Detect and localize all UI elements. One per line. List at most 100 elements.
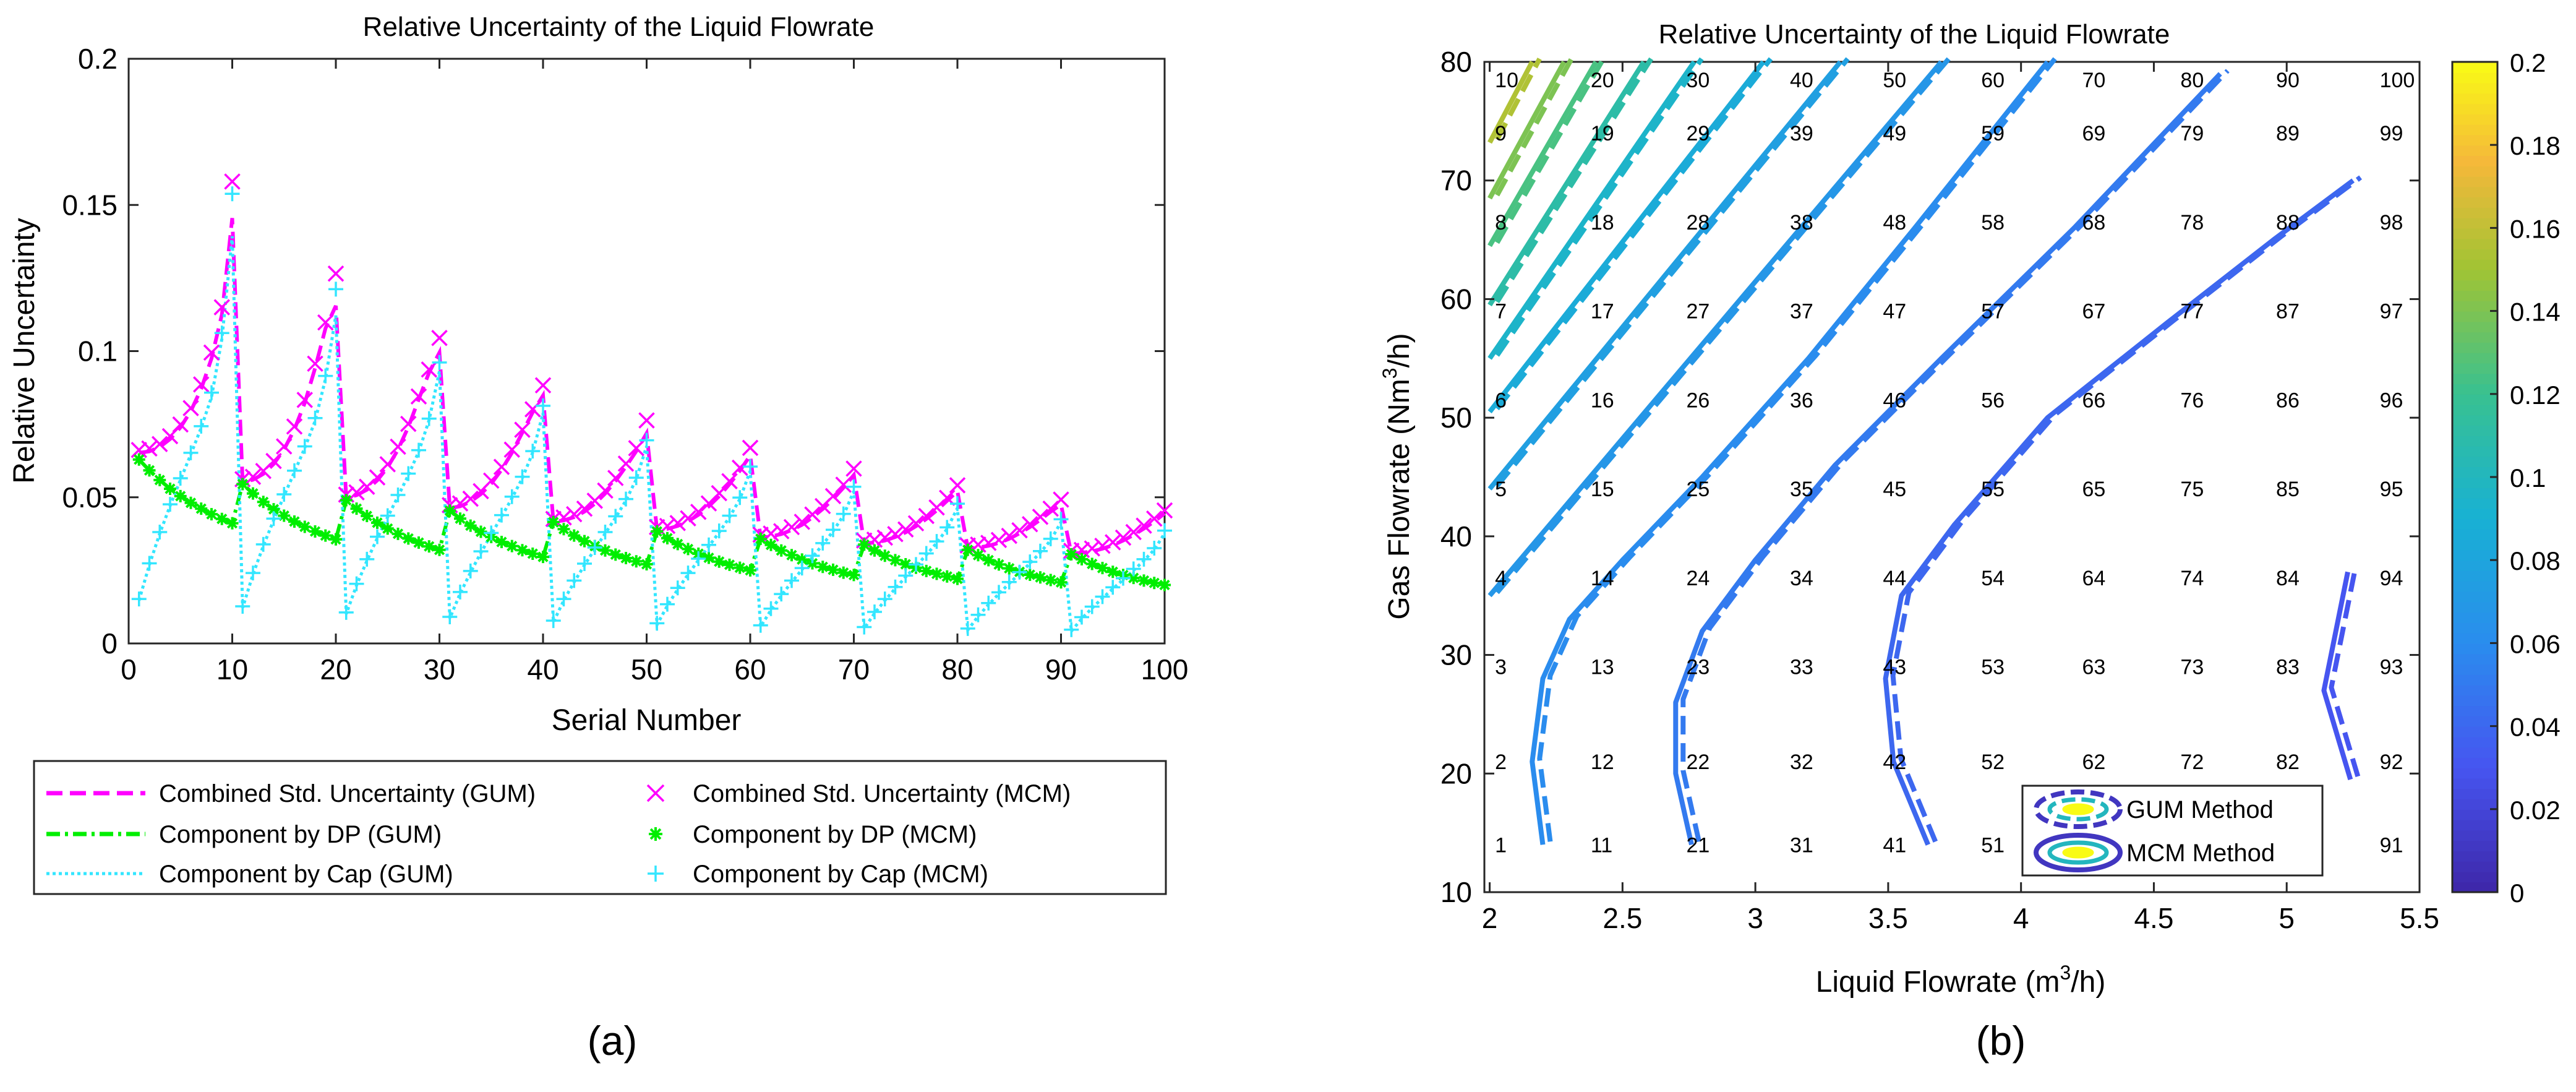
chart-a-point [898,568,914,583]
chart-a-point [1106,565,1119,578]
chart-b-legend-swatch-ring [2047,797,2109,822]
chart-a-point [897,521,914,538]
chart-a-point [1043,531,1058,546]
colorbar-segment [2452,508,2497,520]
chart-b-ytick-label: 70 [1440,165,1472,197]
chart-a-xtick-label: 80 [941,653,973,686]
chart-b-legend-swatch-core [2062,846,2094,859]
chart-a-point [163,497,178,512]
colorbar-segment [2452,684,2497,696]
colorbar-segment [2452,539,2497,551]
chart-a-point [473,544,489,559]
chart-a-point [442,609,458,624]
chart-a-point [950,496,965,512]
colorbar-segment [2452,850,2497,862]
chart-a-point [949,477,966,494]
chart-b-point-label: 51 [1981,833,2005,857]
chart-a-point [567,573,582,588]
chart-a-point [255,536,271,552]
chart-a-point [495,536,508,549]
chart-a-point [319,529,332,542]
chart-a-point [990,531,1008,548]
chart-b-contour-mcm [1673,72,2222,846]
chart-a-point [246,565,260,581]
chart-a-point [804,506,821,523]
colorbar-segment [2452,363,2497,374]
chart-a-point [297,439,312,454]
chart-a-point [182,400,199,416]
chart-a-point [742,439,759,457]
chart-b-contour-9 [1530,57,2057,845]
chart-a-point [939,520,955,535]
chart-a-point [826,522,841,538]
chart-b-point-label: 1 [1495,833,1507,857]
chart-a-point [1084,540,1100,557]
colorbar-segment [2452,674,2497,686]
colorbar-segment [2452,757,2497,768]
chart-a-point [970,607,986,622]
colorbar-segment [2452,332,2497,343]
chart-a-point [649,616,665,631]
chart-b-contour-mcm [1487,60,1697,360]
colorbar-segment [2452,622,2497,634]
colorbar-segment [2452,570,2497,582]
chart-b-point-label: 20 [1591,69,1614,92]
chart-a-point [1012,564,1027,580]
chart-b-contour-gum [1537,57,2057,842]
chart-b-point-label: 2 [1495,750,1507,774]
chart-a-point [671,538,684,551]
chart-a-point [701,537,716,552]
chart-a-point [348,484,365,501]
chart-a-point [661,531,674,544]
chart-b-contour-gum [1495,57,1606,244]
colorbar-tick-label: 0.08 [2510,546,2561,575]
chart-a-ytick-label: 0.2 [78,43,118,75]
chart-a-point [1127,572,1140,585]
chart-a-point [806,557,819,570]
chart-a-point [1147,540,1162,556]
colorbar-segment [2452,62,2497,73]
chart-b-point-label: 49 [1883,122,1906,145]
chart-b-xtick-label: 2 [1482,902,1498,934]
chart-a-point [991,585,1006,600]
chart-a-point [1032,509,1049,525]
chart-a-point [1095,589,1110,604]
chart-a-series-2 [137,458,1165,587]
chart-a-point [1084,599,1100,614]
chart-b-point-label: 63 [2082,656,2105,679]
chart-b-point-label: 50 [1883,69,1906,92]
chart-b-point-label: 21 [1686,833,1709,857]
chart-b-contour-mcm [1487,60,1766,414]
chart-a-point [288,515,301,528]
chart-a-series-3 [137,236,1166,635]
chart-a-point [907,515,925,532]
chart-b-ytick-label: 80 [1440,46,1472,78]
colorbar-segment [2452,280,2497,291]
chart-b-point-label: 40 [1790,69,1813,92]
chart-b-contour-gum [1495,57,1654,304]
chart-a-point [1024,568,1037,581]
chart-b-xtick-label: 4 [2013,902,2029,934]
colorbar-segment [2452,840,2497,851]
chart-b-contour-6 [1487,57,1773,414]
chart-b-point-label: 75 [2180,478,2204,501]
colorbar-segment [2452,601,2497,613]
chart-b-point-label: 39 [1790,122,1813,145]
chart-b-point-label: 47 [1883,300,1906,324]
chart-b-xlabel-sup: 3 [2060,961,2071,984]
chart-b-xlabel-tail: /h) [2071,966,2105,999]
chart-b-xtick-label: 3 [1747,902,1763,934]
chart-a-point [359,551,375,567]
colorbar-segment [2452,799,2497,810]
colorbar-segment [2452,134,2497,146]
chart-a-point [889,554,902,567]
colorbar-segment [2452,736,2497,748]
chart-a-point [400,415,417,432]
chart-b-contour-mcm [1487,61,1567,200]
chart-b-point-label: 99 [2380,122,2403,145]
chart-a-xtick-label: 60 [734,653,766,686]
chart-a-point [846,479,862,494]
chart-a-point [257,496,270,509]
chart-b-point-label: 23 [1686,656,1709,679]
chart-b-contour-4 [1487,57,1654,307]
